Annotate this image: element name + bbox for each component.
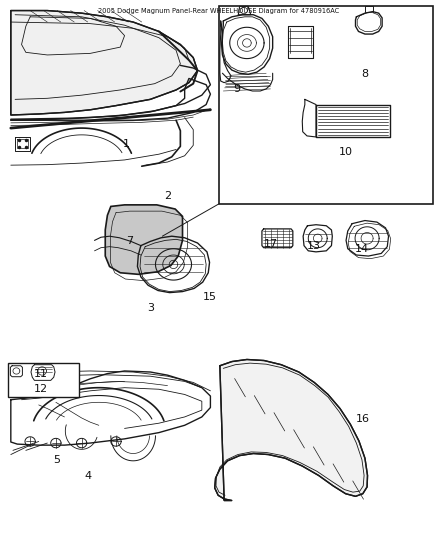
Bar	[219, 6, 433, 204]
Text: 1: 1	[123, 139, 130, 149]
Polygon shape	[11, 11, 198, 115]
Text: 7: 7	[126, 237, 133, 246]
Text: 16: 16	[356, 414, 370, 424]
Text: 15: 15	[202, 292, 216, 302]
Text: 10: 10	[339, 147, 353, 157]
Text: 13: 13	[307, 240, 321, 251]
Text: 12: 12	[34, 384, 48, 394]
Text: 9: 9	[233, 84, 240, 94]
Text: 2005 Dodge Magnum Panel-Rear WHEELHOUSE Diagram for 4780916AC: 2005 Dodge Magnum Panel-Rear WHEELHOUSE …	[99, 8, 339, 14]
Bar	[8, 363, 79, 397]
Text: 3: 3	[147, 303, 154, 313]
Text: 14: 14	[354, 244, 368, 254]
Polygon shape	[215, 359, 367, 500]
Text: 5: 5	[53, 455, 60, 465]
Text: 8: 8	[361, 69, 368, 79]
Text: 4: 4	[85, 472, 92, 481]
Text: 17: 17	[263, 239, 278, 249]
Polygon shape	[105, 205, 183, 274]
Text: 2: 2	[164, 191, 171, 201]
Text: 11: 11	[34, 369, 48, 379]
